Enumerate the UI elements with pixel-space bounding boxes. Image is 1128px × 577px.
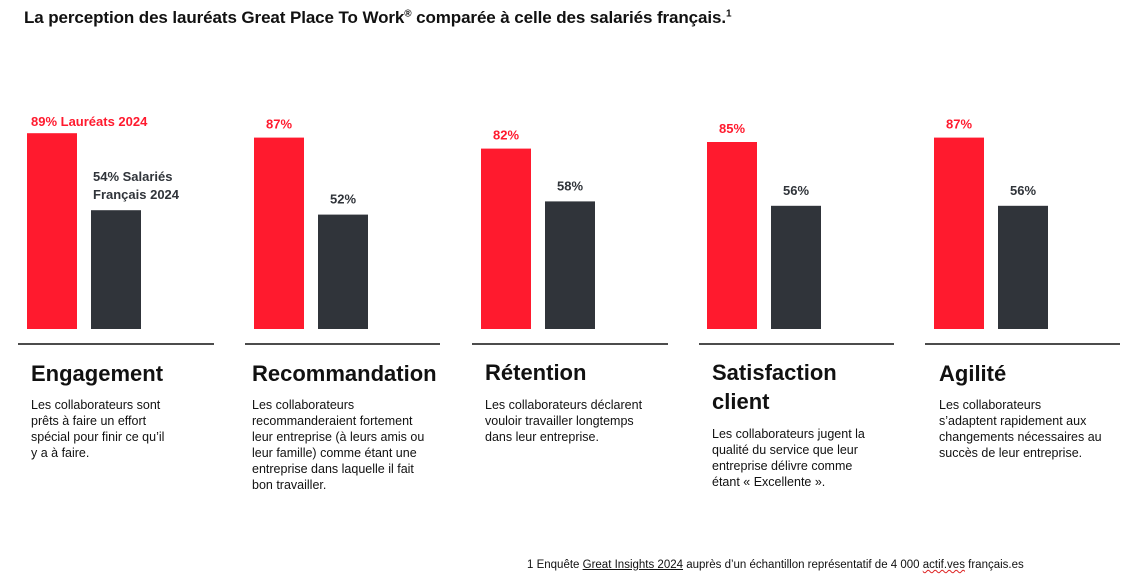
metric-title-line: Agilité (939, 361, 1007, 386)
metric-description-line: Les collaborateurs sont (31, 398, 161, 412)
metric-title-line: Satisfaction (712, 360, 837, 385)
metric-description: Les collaborateurs jugent la qualité du s… (712, 426, 902, 490)
metric-description: Les collaborateurs recommanderaient forte… (252, 397, 452, 493)
metric-description-line: qualité du service que leur (712, 443, 858, 457)
metric-description: Les collaborateurs s’adaptent rapidement … (939, 397, 1128, 461)
data-label-salaries: 56% (1010, 183, 1036, 198)
metric-description-line: prêts à faire un effort (31, 414, 147, 428)
bar-salaries (998, 205, 1048, 329)
metric-description-line: bon travailler. (252, 478, 327, 492)
metric-description-line: entreprise délivre comme (712, 459, 853, 473)
bar-salaries (91, 210, 141, 329)
metric-description-line: leur famille) comme étant une (252, 446, 417, 460)
metric-description-line: spécial pour finir ce qu’il (31, 430, 165, 444)
metric-description: Les collaborateurs sont prêts à faire un … (31, 397, 221, 461)
bar-laureats (254, 137, 304, 329)
data-label-salaries: 54% Salariés (93, 169, 173, 184)
metric-description-line: Les collaborateurs (939, 398, 1042, 412)
data-label-laureats: 87% (946, 117, 972, 132)
footnote-actif: actif.ves (922, 559, 965, 571)
metric-description-line: y a à faire. (31, 446, 90, 460)
metric-title-line: Engagement (31, 361, 164, 386)
chart-title: La perception des lauréats Great Place T… (24, 8, 732, 28)
data-label-laureats: 89% Lauréats 2024 (31, 114, 148, 129)
data-label-laureats: 85% (719, 121, 745, 136)
bar-salaries (318, 214, 368, 329)
bar-laureats (707, 142, 757, 329)
metric-title: Recommandation (252, 359, 457, 388)
footnote-pre: 1 Enquête (527, 559, 583, 571)
metric-description-line: recommanderaient fortement (252, 414, 413, 428)
bar-salaries (771, 205, 821, 329)
bar-laureats (27, 133, 77, 329)
metric-title: Agilité (939, 359, 1128, 388)
metric-description-line: vouloir travailler longtemps (485, 414, 634, 428)
metric-title-line: Rétention (485, 360, 587, 385)
metric-title-line: Recommandation (252, 361, 437, 386)
metric-description: Les collaborateurs déclarent vouloir trav… (485, 397, 675, 445)
metric-description-line: Les collaborateurs jugent la (712, 427, 865, 441)
metric-title-line: client (712, 389, 770, 414)
bar-chart: 89% Lauréats 2024 54% Salariés Français 20… (18, 114, 1120, 345)
metric-title: Satisfaction client (712, 358, 917, 416)
metric-description-line: succès de leur entreprise. (939, 446, 1083, 460)
footnote-survey-link[interactable]: Great Insights 2024 (582, 559, 684, 571)
bar-laureats (481, 148, 531, 329)
data-label-salaries: 56% (783, 183, 809, 198)
bar-salaries (545, 201, 595, 329)
metric-description-line: dans leur entreprise. (485, 430, 599, 444)
metric-description-line: changements nécessaires au (939, 430, 1102, 444)
data-label-laureats: 82% (493, 128, 519, 143)
data-label-salaries: Français 2024 (93, 187, 180, 202)
metric-title: Rétention (485, 358, 690, 387)
title-footnote-ref: 1 (726, 8, 732, 20)
metric-description-line: Les collaborateurs déclarent (485, 398, 643, 412)
footnote-mid: auprès d’un échantillon représentatif de… (683, 559, 923, 571)
footnote-post: français.es (964, 559, 1024, 571)
metric-description-line: leur entreprise (à leurs amis ou (252, 430, 425, 444)
metric-description-line: s’adaptent rapidement aux (939, 414, 1087, 428)
registered-mark: ® (404, 8, 412, 20)
metric-description-line: étant « Excellente ». (712, 475, 826, 489)
title-text: La perception des lauréats Great Place T… (24, 8, 405, 27)
metric-description-line: entreprise dans laquelle il fait (252, 462, 414, 476)
data-label-salaries: 58% (557, 178, 583, 193)
data-label-salaries: 52% (330, 192, 356, 207)
data-label-laureats: 87% (266, 117, 292, 132)
bar-laureats (934, 137, 984, 329)
metric-title: Engagement (31, 359, 236, 388)
footnote: 1 Enquête Great Insights 2024 auprès d’u… (527, 559, 1024, 571)
metric-description-line: Les collaborateurs (252, 398, 355, 412)
title-suffix: comparée à celle des salariés français. (411, 8, 726, 27)
